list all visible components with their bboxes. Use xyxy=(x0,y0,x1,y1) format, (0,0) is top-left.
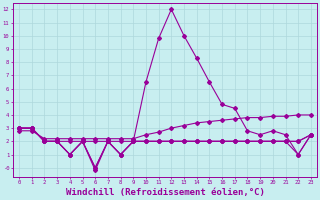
X-axis label: Windchill (Refroidissement éolien,°C): Windchill (Refroidissement éolien,°C) xyxy=(66,188,264,197)
